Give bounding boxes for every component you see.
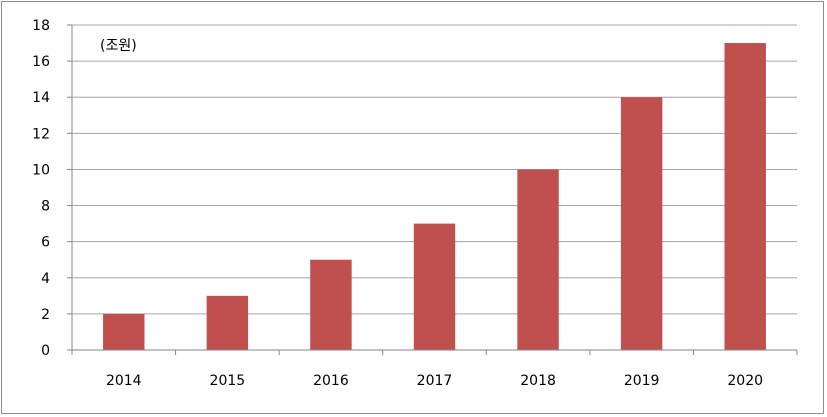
bars [103,43,766,351]
y-tick-label: 14 [32,90,50,106]
bar-2019 [620,97,663,350]
unit-label: (조원) [100,38,137,54]
axes [67,24,798,355]
x-tick-label: 2015 [210,373,246,389]
bar-2020 [724,43,766,351]
y-tick-label: 10 [32,162,50,178]
y-tick-label: 2 [41,307,50,323]
x-tick-label: 2020 [727,373,763,389]
y-tick-label: 18 [32,18,50,34]
x-tick-label: 2018 [520,373,556,389]
bar-2018 [517,169,559,350]
bar-2015 [206,295,249,350]
x-tick-label: 2014 [106,373,142,389]
bar-2014 [103,313,145,350]
x-tick-label: 2016 [313,373,349,389]
y-tick-label: 0 [41,343,50,359]
y-tick-label: 12 [32,126,50,142]
bar-2017 [413,223,456,350]
y-tick-label: 6 [41,235,50,251]
y-tick-label: 4 [41,271,50,287]
y-tick-label: 16 [32,54,50,70]
y-tick-label: 8 [41,199,50,215]
bar-2016 [310,259,352,350]
y-tick-labels: 0 2 4 6 8 10 12 14 16 18 [32,18,50,359]
x-tick-labels: 2014 2015 2016 2017 2018 2019 2020 [106,373,763,389]
gridlines [72,24,797,315]
x-tick-label: 2017 [417,373,453,389]
x-tick-label: 2019 [624,373,660,389]
